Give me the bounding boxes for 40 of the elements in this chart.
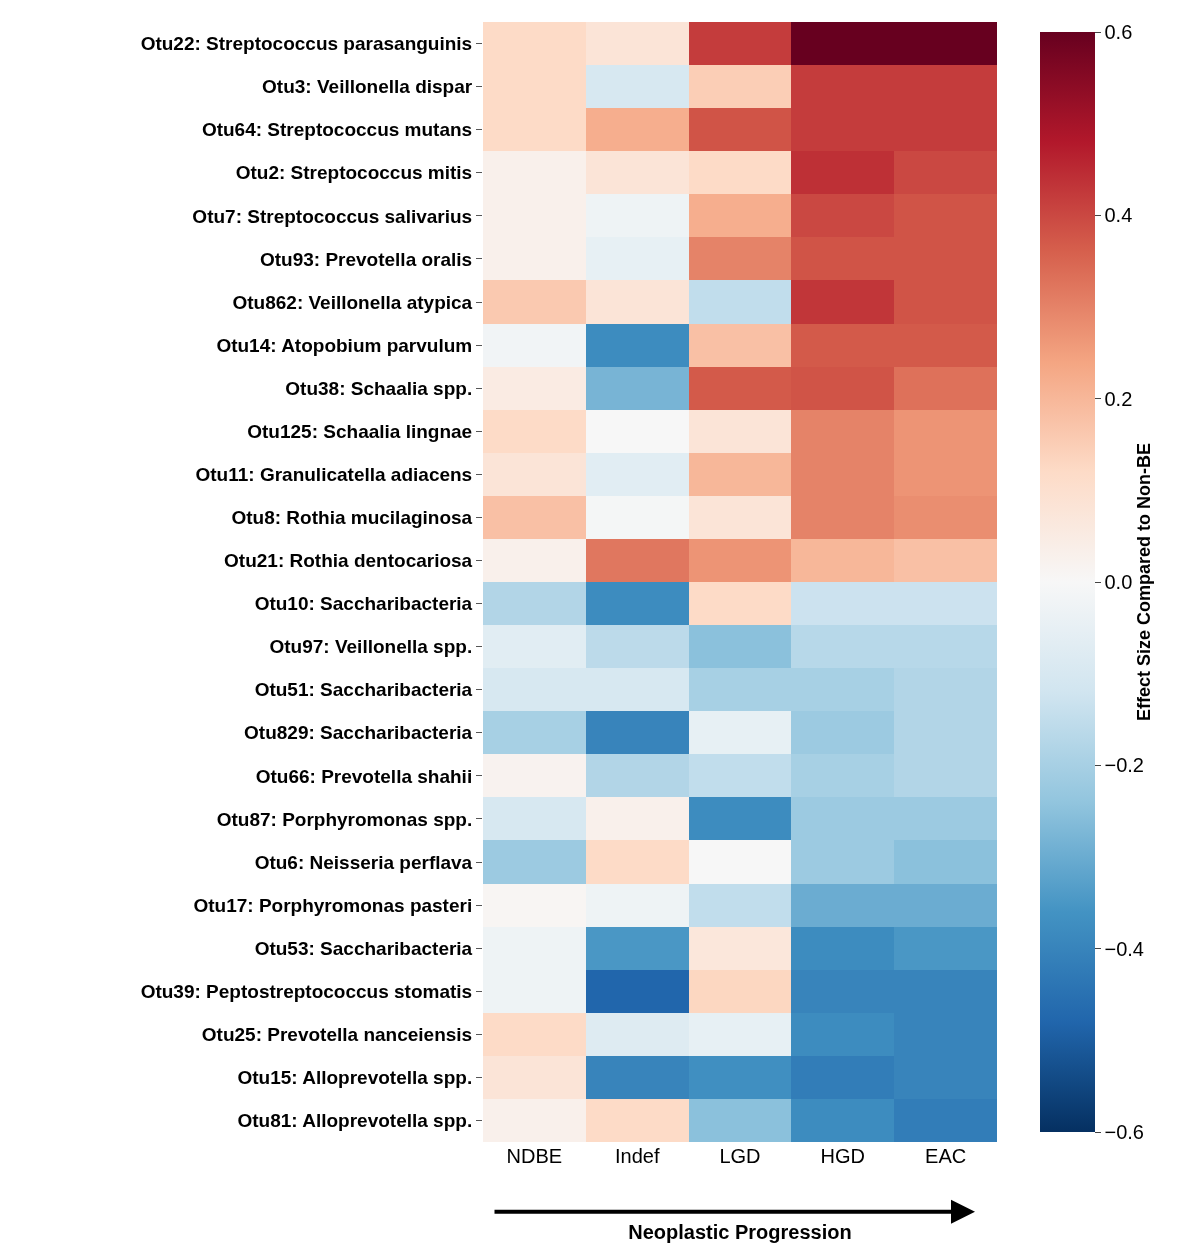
x-tick-label: LGD <box>719 1145 761 1167</box>
y-tick-label: Otu6: Neisseria perflava <box>254 851 473 873</box>
y-tick-label: Otu97: Veillonella spp. <box>269 636 473 658</box>
y-tick-label: Otu53: Saccharibacteria <box>254 937 473 959</box>
color-bar-label: 0.4 <box>1104 204 1133 227</box>
y-tick-label: Otu64: Streptococcus mutans <box>201 119 473 141</box>
color-bar-label: 0.6 <box>1104 21 1133 43</box>
y-tick-label: Otu38: Schaalia spp. <box>285 377 473 399</box>
y-tick-label: Otu39: Peptostreptococcus stomatis <box>140 980 473 1002</box>
y-tick-label: Otu66: Prevotella shahii <box>255 765 473 787</box>
y-tick-label: Otu125: Schaalia lingnae <box>247 420 473 442</box>
y-tick-label: Otu7: Streptococcus salivarius <box>192 205 473 227</box>
y-tick-label: Otu10: Saccharibacteria <box>254 593 473 615</box>
y-tick-label: Otu51: Saccharibacteria <box>254 679 473 701</box>
x-tick-label: NDBE <box>506 1145 563 1167</box>
y-tick-label: Otu11: Granulicatella adiacens <box>195 463 473 485</box>
color-bar-label: −0.2 <box>1104 754 1144 777</box>
x-tick-label: HGD <box>820 1145 866 1167</box>
y-tick-label: Otu15: Alloprevotella spp. <box>237 1067 473 1089</box>
x-tick-label: EAC <box>925 1145 967 1167</box>
y-tick-label: Otu862: Veillonella atypica <box>232 291 473 313</box>
color-bar-label: 0.0 <box>1104 571 1133 593</box>
color-bar-title: Effect Size Compared to Non-BE <box>1134 442 1155 722</box>
y-tick-label: Otu93: Prevotella oralis <box>259 248 473 270</box>
y-tick-label: Otu87: Porphyromonas spp. <box>216 808 473 830</box>
y-tick-label: Otu17: Porphyromonas pasteri <box>193 894 473 916</box>
y-tick-label: Otu8: Rothia mucilaginosa <box>231 507 473 529</box>
y-tick-label: Otu81: Alloprevotella spp. <box>237 1110 473 1132</box>
y-tick-label: Otu25: Prevotella nanceiensis <box>201 1023 473 1045</box>
color-bar-label: 0.2 <box>1104 387 1133 410</box>
y-tick-label: Otu14: Atopobium parvulum <box>216 334 473 356</box>
y-tick-label: Otu3: Veillonella dispar <box>262 76 473 98</box>
color-bar-label: −0.4 <box>1104 937 1144 960</box>
y-tick-label: Otu21: Rothia dentocariosa <box>224 550 473 572</box>
x-axis-title: Neoplastic Progression <box>628 1220 852 1243</box>
x-tick-label: Indef <box>614 1145 660 1167</box>
y-tick-label: Otu22: Streptococcus parasanguinis <box>140 33 473 55</box>
y-tick-label: Otu2: Streptococcus mitis <box>235 162 473 184</box>
y-tick-label: Otu829: Saccharibacteria <box>244 722 473 744</box>
color-bar-label: −0.6 <box>1104 1121 1144 1143</box>
